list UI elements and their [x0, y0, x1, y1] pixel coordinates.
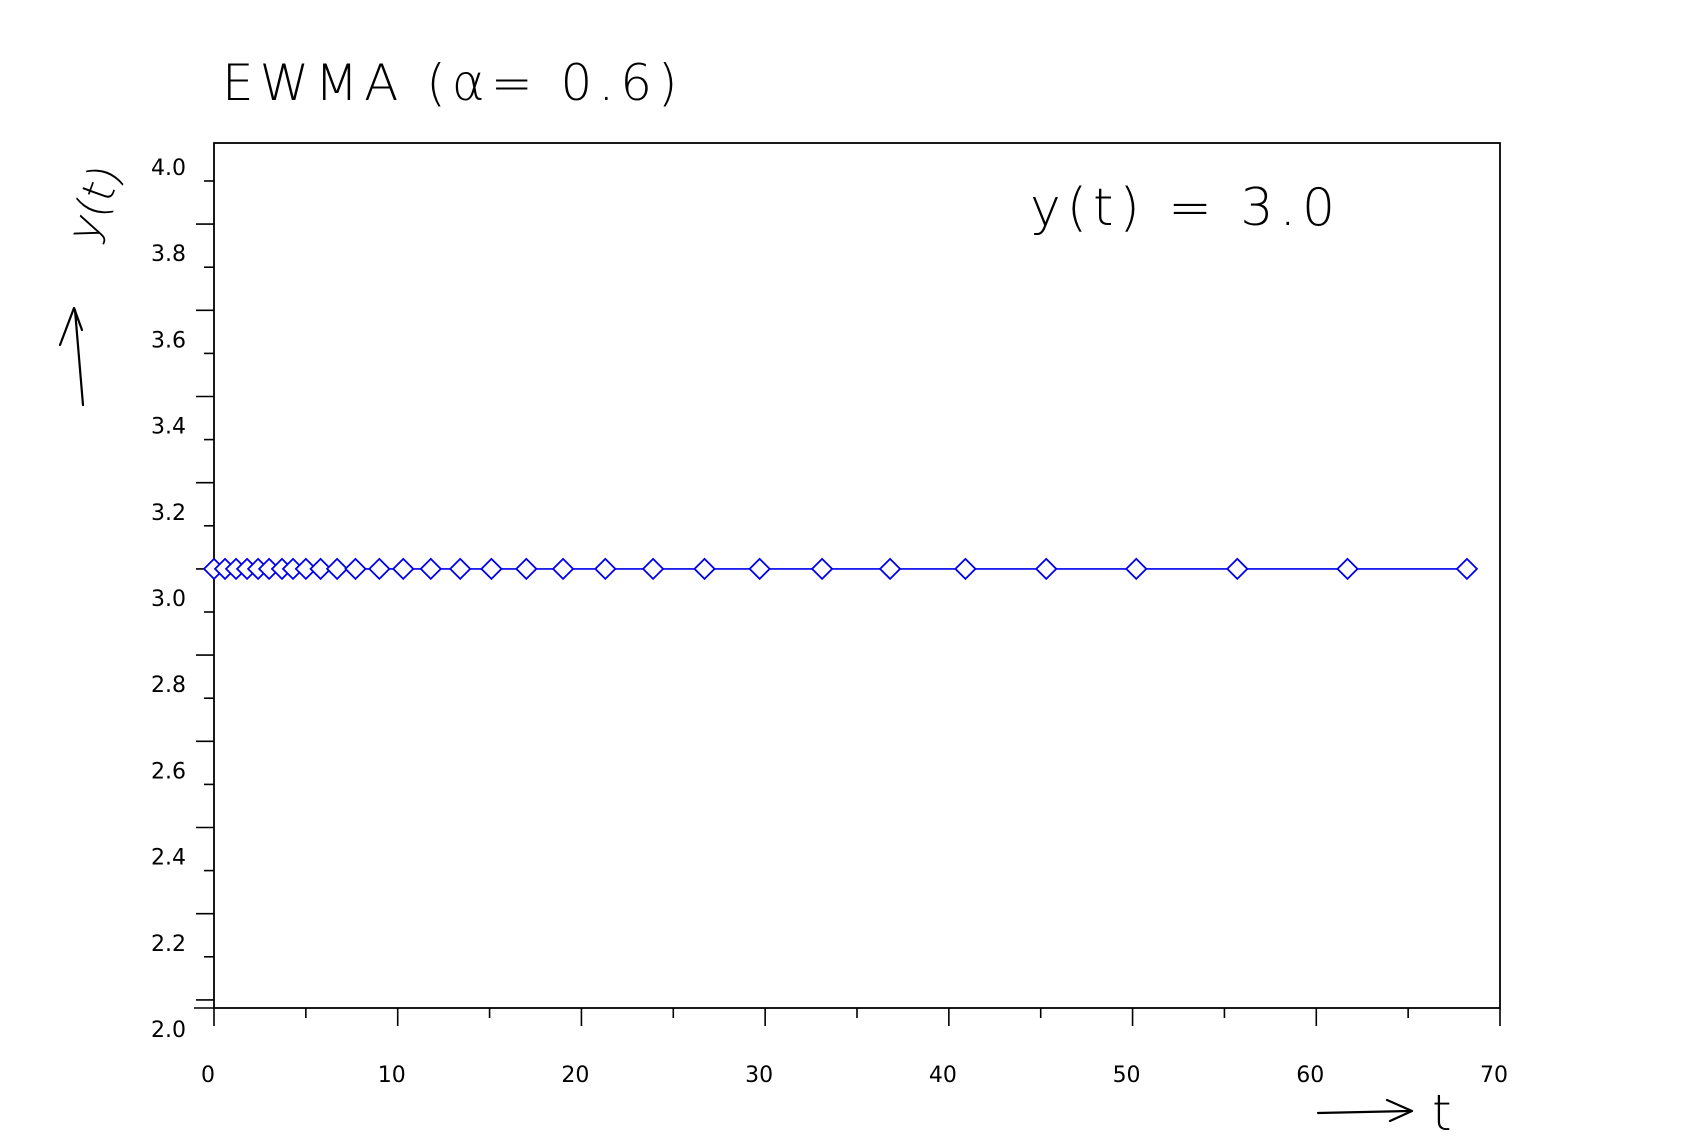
- y-tick-label: 2.0: [151, 1018, 186, 1043]
- chart-annotation: y(t) = 3.0: [1030, 178, 1341, 238]
- data-point: [309, 557, 332, 581]
- x-tick-label: 50: [1113, 1063, 1141, 1088]
- data-point: [1455, 557, 1479, 581]
- data-point: [693, 557, 716, 581]
- data-point: [551, 557, 575, 581]
- y-axis-label-group: y(t): [57, 158, 131, 248]
- x-tick-label: 0: [201, 1063, 215, 1088]
- x-tick-label: 60: [1296, 1063, 1324, 1088]
- data-point: [1226, 557, 1249, 581]
- y-axis-arrow-icon: [58, 306, 85, 407]
- data-point: [954, 557, 977, 581]
- y-tick-label: 2.4: [151, 846, 186, 871]
- data-point: [748, 557, 771, 581]
- y-tick-label: 4.0: [151, 156, 186, 181]
- y-tick-label: 3.8: [151, 242, 186, 267]
- y-tick-label: 3.6: [151, 328, 186, 353]
- x-tick-label: 70: [1480, 1063, 1508, 1088]
- x-axis-label: t: [1432, 1084, 1452, 1138]
- y-tick-label: 3.0: [151, 587, 186, 612]
- data-point: [419, 557, 443, 581]
- data-point: [325, 557, 349, 581]
- data-point: [878, 557, 902, 581]
- x-axis-arrow-icon: [1316, 1098, 1414, 1123]
- y-tick-label: 3.2: [151, 501, 186, 526]
- data-point: [810, 557, 834, 581]
- data-point: [480, 557, 503, 581]
- x-tick-label: 40: [929, 1063, 957, 1088]
- data-point: [344, 557, 367, 581]
- data-point: [448, 557, 472, 581]
- y-tick-label: 2.8: [151, 673, 186, 698]
- y-axis-label: y(t): [57, 158, 131, 248]
- data-point: [368, 557, 391, 581]
- x-tick-label: 10: [378, 1063, 406, 1088]
- data-point: [515, 557, 538, 581]
- data-point: [641, 557, 665, 581]
- y-tick-label: 2.6: [151, 759, 186, 784]
- x-tick-label: 20: [561, 1063, 589, 1088]
- series-layer: [202, 557, 1479, 581]
- data-point: [391, 557, 415, 581]
- data-point: [1034, 557, 1058, 581]
- data-point: [594, 557, 617, 581]
- x-axis: 0 10 20 30 40 50 60 70: [201, 1008, 1508, 1088]
- y-tick-label: 2.2: [151, 932, 186, 957]
- data-point: [1336, 557, 1359, 581]
- chart-title: EWMA (α= 0.6): [222, 54, 684, 112]
- data-point: [1124, 557, 1148, 581]
- y-axis: 2.0 2.2 2.4 2.6 2.8 3.0 3.2 3.4 3.6 3.8 4.0: [151, 156, 214, 1043]
- x-tick-label: 30: [745, 1063, 773, 1088]
- data-point: [294, 557, 318, 581]
- y-tick-label: 3.4: [151, 415, 186, 440]
